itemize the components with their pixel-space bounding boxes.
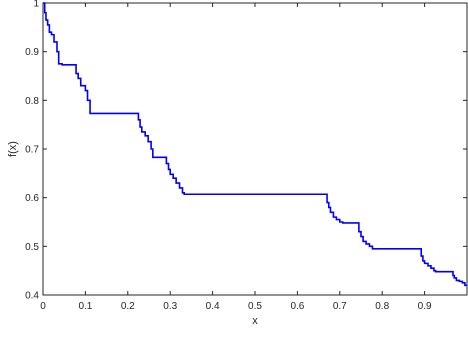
y-tick-label: 0.7 — [25, 145, 39, 156]
plot-frame — [42, 2, 468, 296]
x-tick-label: 0.2 — [121, 301, 135, 312]
x-tick-label: 0.9 — [418, 301, 432, 312]
y-tick-label: 0.6 — [25, 193, 39, 204]
x-tick-label: 0 — [40, 301, 46, 312]
y-tick-label: 0.8 — [25, 96, 39, 107]
x-tick-label: 0.1 — [78, 301, 92, 312]
y-tick-label: 1 — [33, 0, 39, 10]
x-tick-label: 0.6 — [290, 301, 304, 312]
y-tick-label: 0.5 — [25, 242, 39, 253]
x-tick-label: 0.5 — [248, 301, 262, 312]
x-tick-label: 0.8 — [375, 301, 389, 312]
y-axis-label: f(x) — [7, 141, 19, 157]
y-tick-label: 0.9 — [25, 47, 39, 58]
x-axis-label: x — [252, 315, 258, 327]
y-tick-label: 0.4 — [25, 291, 39, 302]
series-line — [43, 2, 467, 287]
x-axis-ticks: 0 0.1 0.2 0.3 0.4 0.5 0.6 0.7 0.8 0.9 — [40, 3, 432, 312]
plot-area — [42, 2, 468, 296]
x-tick-label: 0.7 — [333, 301, 347, 312]
x-tick-label: 0.3 — [163, 301, 177, 312]
x-tick-label: 0.4 — [206, 301, 220, 312]
series-layer — [43, 2, 467, 287]
